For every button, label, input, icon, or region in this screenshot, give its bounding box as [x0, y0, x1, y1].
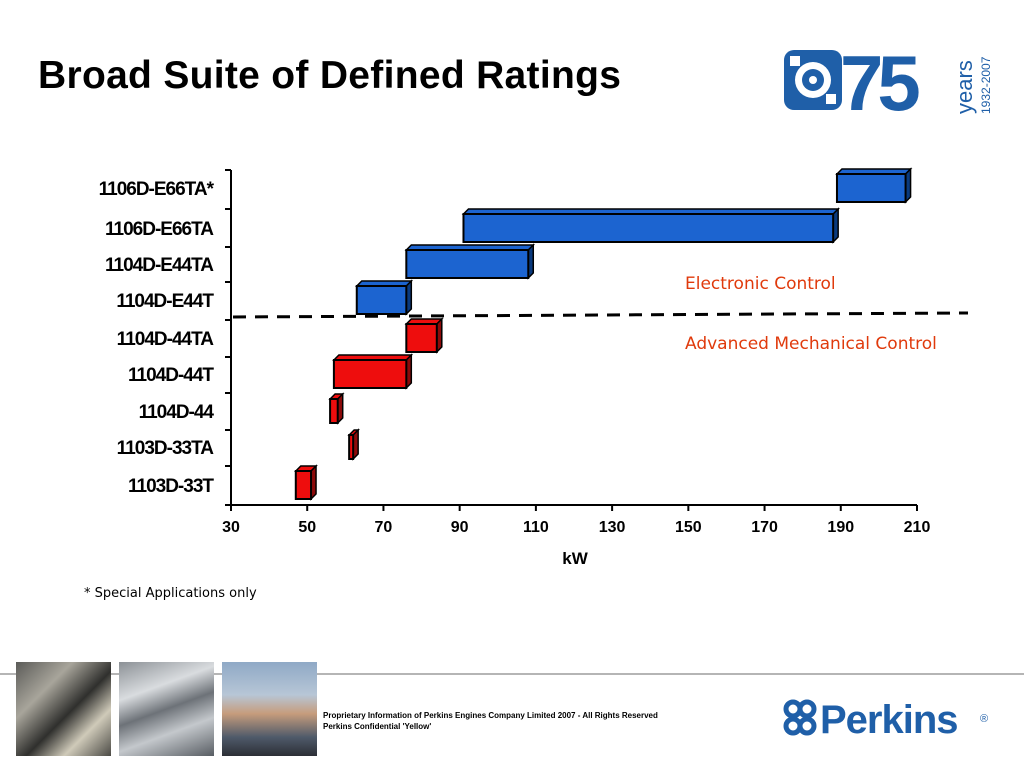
category-label: 1103D-33TA [117, 438, 215, 459]
category-label: 1104D-E44TA [105, 255, 214, 276]
category-label: 1104D-E44T [116, 291, 214, 312]
rating-bar [328, 392, 345, 425]
x-tick-label: 110 [523, 519, 549, 536]
engine-emblem-icon [784, 50, 842, 110]
logo-years-word: years [952, 60, 977, 114]
bar-front-face [835, 173, 907, 203]
registered-mark: ® [980, 713, 988, 725]
legal-notice: Proprietary Information of Perkins Engin… [323, 710, 658, 732]
category-label: 1103D-33T [128, 476, 214, 497]
bar-front-face [405, 249, 530, 279]
x-axis-label: kW [562, 549, 588, 568]
logo-years-range: 1932-2007 [979, 56, 993, 114]
perkins-emblem-icon [783, 699, 817, 736]
category-label: 1104D-44T [128, 365, 214, 386]
x-tick-labels: 30 50 70 90 110 130 150 170 190 210 [222, 519, 930, 536]
bar-front-face [332, 359, 408, 389]
control-divider-line [232, 311, 969, 319]
category-label: 1106D-E66TA* [99, 179, 215, 200]
perkins-logo: Perkins ® [783, 698, 988, 740]
category-label: 1106D-E66TA [105, 219, 214, 240]
rating-bar [332, 353, 414, 390]
category-labels: 1106D-E66TA* 1106D-E66TA 1104D-E44TA 1104D-… [99, 179, 216, 497]
bar-front-face [462, 213, 835, 243]
special-applications-footnote: * Special Applications only [84, 586, 257, 601]
rating-bar [293, 464, 318, 501]
perkins-wordmark: Perkins [820, 698, 958, 740]
electronic-control-label: Electronic Control [685, 274, 836, 294]
bar-front-face [405, 323, 438, 353]
bar-front-face [294, 470, 313, 500]
x-tick-label: 70 [375, 519, 393, 536]
x-tick-label: 50 [298, 519, 316, 536]
engine-photo [16, 662, 111, 756]
rating-bar [347, 428, 360, 461]
legal-line-confidential: Perkins Confidential 'Yellow' [323, 722, 432, 731]
rating-bar [404, 317, 444, 354]
x-tick-label: 190 [827, 519, 854, 536]
mechanical-control-label: Advanced Mechanical Control [685, 334, 937, 354]
seventy-five-years-logo: 75 years 1932-2007 [784, 44, 993, 116]
rating-bar [404, 243, 536, 280]
bar-front-face [329, 398, 339, 424]
slide-title: Broad Suite of Defined Ratings [38, 54, 622, 97]
category-label: 1104D-44TA [117, 329, 215, 350]
x-tick-label: 150 [675, 519, 702, 536]
x-tick-label: 170 [751, 519, 778, 536]
footer-divider [0, 673, 1024, 675]
chart-axes [225, 169, 918, 511]
category-label: 1104D-44 [139, 402, 215, 423]
x-tick-label: 210 [904, 519, 931, 536]
engineer-photo [222, 662, 317, 756]
x-tick-label: 90 [451, 519, 469, 536]
ratings-chart: 1106D-E66TA* 1106D-E66TA 1104D-E44TA 1104D-… [99, 167, 969, 568]
bar-front-face [348, 434, 355, 460]
rating-bar [461, 207, 840, 244]
bar-front-face [355, 285, 408, 315]
chart-bars [293, 167, 913, 501]
logo-number: 75 [840, 44, 919, 116]
x-tick-label: 130 [599, 519, 626, 536]
rating-bar [354, 279, 414, 316]
pistons-photo [119, 662, 214, 756]
x-tick-label: 30 [222, 519, 240, 536]
rating-bar [835, 167, 913, 204]
legal-line-rights: Proprietary Information of Perkins Engin… [323, 711, 658, 720]
